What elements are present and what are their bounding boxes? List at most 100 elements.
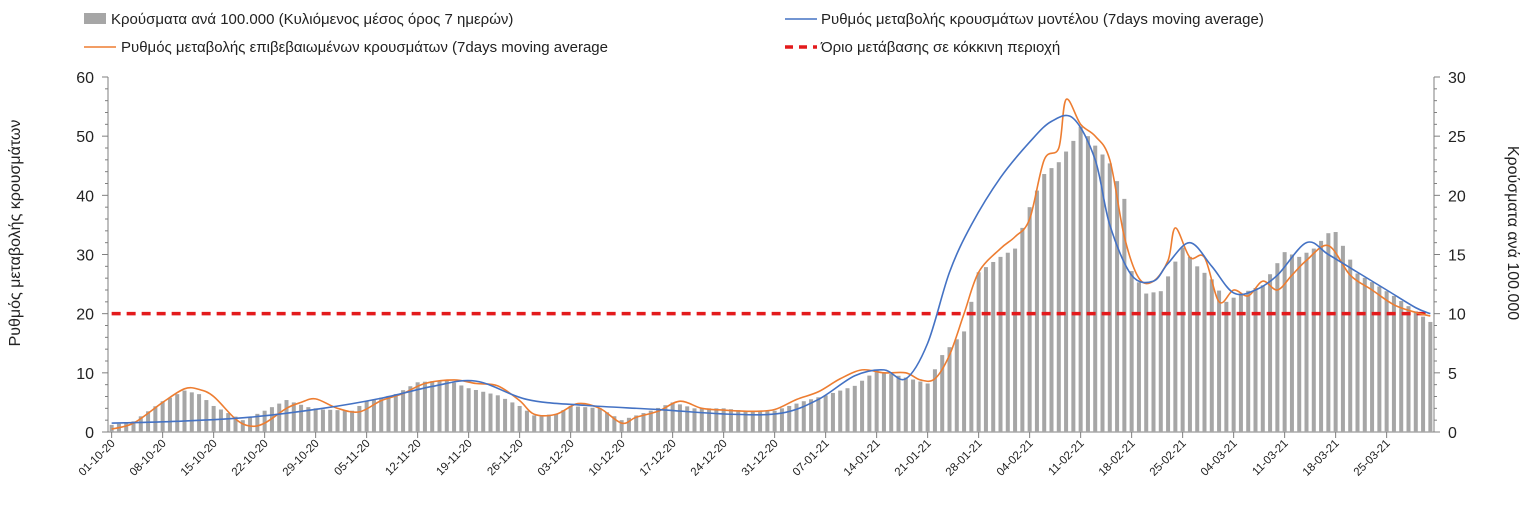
y-left-tick-label: 60 (76, 70, 94, 87)
bar (1027, 207, 1032, 432)
model-line (111, 114, 1431, 424)
y-right-tick-label: 5 (1448, 366, 1457, 383)
bar (1064, 151, 1069, 433)
bar (350, 410, 355, 432)
legend-model-label: Ρυθμός μεταβολής κρουσμάτων μοντέλου (7d… (821, 11, 1264, 28)
bar (1100, 154, 1105, 432)
bar (430, 381, 435, 432)
bar (459, 385, 464, 432)
bar (1166, 276, 1171, 432)
bar (277, 403, 282, 432)
x-tick-label: 29-10-20 (281, 438, 322, 479)
x-tick-label: 25-02-21 (1148, 438, 1189, 479)
bar (539, 415, 544, 432)
bar (1071, 140, 1076, 432)
bar (218, 409, 223, 432)
bar (1428, 321, 1433, 432)
bar (1377, 286, 1382, 432)
bar (204, 400, 209, 432)
bar (1144, 293, 1149, 432)
bar (473, 389, 478, 432)
bar (743, 411, 748, 432)
bar (998, 256, 1003, 432)
bar (1042, 174, 1047, 432)
bar (262, 410, 267, 432)
x-tick-label: 22-10-20 (230, 438, 271, 479)
bar (401, 390, 406, 432)
bar (736, 410, 741, 432)
x-tick-label: 11-02-21 (1046, 438, 1086, 478)
bar (1034, 190, 1039, 432)
bar (153, 406, 158, 432)
bar (1151, 292, 1156, 432)
bar (903, 377, 908, 432)
bar (386, 395, 391, 432)
bar (947, 347, 952, 432)
bar (1355, 273, 1360, 432)
bar (1115, 181, 1120, 432)
bar (1202, 272, 1207, 432)
bar (1362, 277, 1367, 432)
bar (1340, 245, 1345, 432)
bar (714, 408, 719, 432)
bar (918, 381, 923, 432)
bar (1209, 279, 1214, 432)
bar (1085, 136, 1090, 433)
confirmed-line (111, 98, 1431, 430)
y-right-axis-title: Κρούσματα ανά 100.000 (1504, 146, 1521, 320)
bar (1078, 126, 1083, 432)
x-tick-label: 03-12-20 (536, 438, 577, 479)
x-tick-label: 15-10-20 (179, 438, 220, 479)
bar (1129, 271, 1134, 432)
y-left-tick-label: 10 (76, 366, 94, 383)
y-right-tick-label: 10 (1448, 307, 1466, 324)
bar (167, 397, 172, 432)
bar (816, 397, 821, 432)
y-right-tick-label: 15 (1448, 248, 1466, 265)
bar (881, 372, 886, 432)
bar (415, 382, 420, 432)
bar (1384, 291, 1389, 432)
bar (779, 408, 784, 432)
bar (524, 410, 529, 432)
bar (364, 401, 369, 432)
bar (758, 411, 763, 432)
bar (612, 416, 617, 432)
bar (561, 410, 566, 432)
bar (954, 339, 959, 432)
bar (510, 402, 515, 432)
bar (976, 272, 981, 432)
bar (1005, 252, 1010, 432)
x-tick-label: 26-11-20 (485, 438, 525, 478)
bar (940, 355, 945, 432)
bar (1238, 293, 1243, 432)
bar (583, 407, 588, 432)
bar (1195, 266, 1200, 432)
bar (867, 375, 872, 432)
bar (568, 405, 573, 432)
bar (488, 393, 493, 432)
legend-bars-label: Κρούσματα ανά 100.000 (Κυλιόμενος μέσος … (111, 11, 513, 28)
bar (1173, 261, 1178, 432)
x-tick-label: 28-01-21 (944, 438, 985, 479)
bar (1319, 240, 1324, 432)
bar (1399, 301, 1404, 432)
bar (787, 405, 792, 432)
bar (860, 380, 865, 432)
bar (1246, 290, 1251, 432)
bar (189, 392, 194, 432)
bar (830, 392, 835, 432)
x-tick-label: 25-03-21 (1352, 438, 1393, 479)
bar (852, 385, 857, 432)
bar (517, 405, 522, 432)
y-left-tick-label: 40 (76, 188, 94, 205)
bar (1049, 168, 1054, 432)
bar (1136, 282, 1141, 432)
bar (1282, 252, 1287, 432)
x-tick-label: 24-12-20 (689, 438, 730, 479)
bar (554, 414, 559, 432)
bar (269, 407, 274, 432)
bar (809, 399, 814, 432)
